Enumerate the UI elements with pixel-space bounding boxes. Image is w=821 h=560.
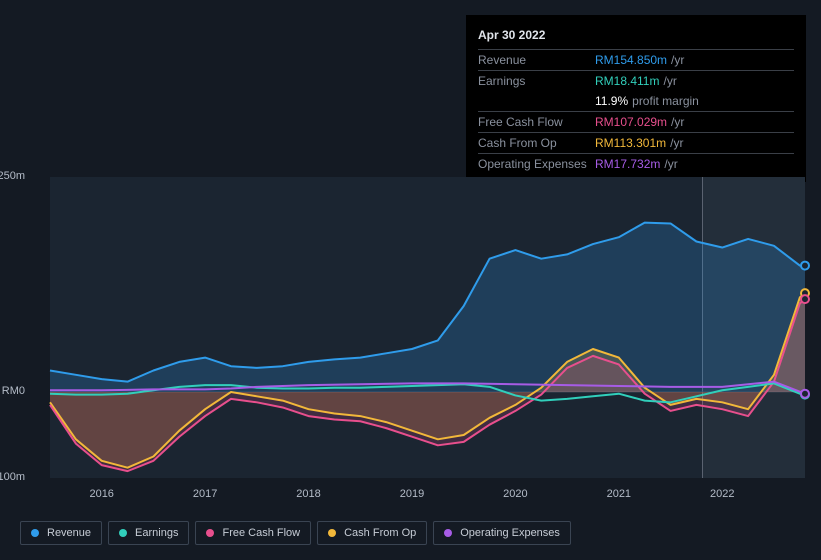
tooltip-value: RM18.411m/yr bbox=[595, 72, 677, 90]
x-axis-label: 2021 bbox=[599, 488, 639, 500]
tooltip-row: Cash From OpRM113.301m/yr bbox=[478, 132, 794, 153]
legend-label: Cash From Op bbox=[344, 527, 416, 539]
legend-item[interactable]: Cash From Op bbox=[317, 521, 427, 545]
tooltip-label: Cash From Op bbox=[478, 134, 595, 152]
x-axis-label: 2016 bbox=[82, 488, 122, 500]
y-axis-label: RM0 bbox=[0, 385, 25, 397]
legend-label: Free Cash Flow bbox=[222, 527, 300, 539]
y-axis-label: RM250m bbox=[0, 170, 25, 182]
tooltip-label: Earnings bbox=[478, 72, 595, 90]
legend-label: Operating Expenses bbox=[460, 527, 560, 539]
tooltip-date: Apr 30 2022 bbox=[478, 23, 794, 49]
y-axis-label: -RM100m bbox=[0, 471, 25, 483]
plot-svg bbox=[50, 177, 805, 478]
tooltip-row: RevenueRM154.850m/yr bbox=[478, 49, 794, 70]
legend-item[interactable]: Free Cash Flow bbox=[195, 521, 311, 545]
tooltip-value: 11.9%profit margin bbox=[595, 92, 699, 110]
tooltip-row: Free Cash FlowRM107.029m/yr bbox=[478, 111, 794, 132]
legend-item[interactable]: Operating Expenses bbox=[433, 521, 571, 545]
x-axis-label: 2022 bbox=[702, 488, 742, 500]
tooltip-value: RM113.301m/yr bbox=[595, 134, 684, 152]
legend: Revenue Earnings Free Cash Flow Cash From O… bbox=[20, 521, 571, 545]
x-axis-label: 2019 bbox=[392, 488, 432, 500]
legend-dot bbox=[328, 529, 336, 537]
legend-item[interactable]: Earnings bbox=[108, 521, 189, 545]
legend-dot bbox=[206, 529, 214, 537]
tooltip-label: Revenue bbox=[478, 51, 595, 69]
tooltip-value: RM107.029m/yr bbox=[595, 113, 684, 131]
tooltip-label bbox=[478, 92, 595, 110]
x-axis-label: 2017 bbox=[185, 488, 225, 500]
legend-dot bbox=[31, 529, 39, 537]
tooltip-row: 11.9%profit margin bbox=[478, 91, 794, 111]
x-axis-label: 2020 bbox=[495, 488, 535, 500]
chart-area[interactable]: RM250mRM0-RM100m 20162017201820192020202… bbox=[15, 160, 805, 480]
hover-tooltip: Apr 30 2022 RevenueRM154.850m/yrEarnings… bbox=[466, 15, 806, 182]
legend-dot bbox=[444, 529, 452, 537]
tooltip-label: Free Cash Flow bbox=[478, 113, 595, 131]
tooltip-value: RM154.850m/yr bbox=[595, 51, 684, 69]
legend-dot bbox=[119, 529, 127, 537]
tooltip-row: EarningsRM18.411m/yr bbox=[478, 70, 794, 91]
plot-background bbox=[50, 177, 805, 478]
legend-item[interactable]: Revenue bbox=[20, 521, 102, 545]
legend-label: Revenue bbox=[47, 527, 91, 539]
x-axis-label: 2018 bbox=[289, 488, 329, 500]
legend-label: Earnings bbox=[135, 527, 178, 539]
